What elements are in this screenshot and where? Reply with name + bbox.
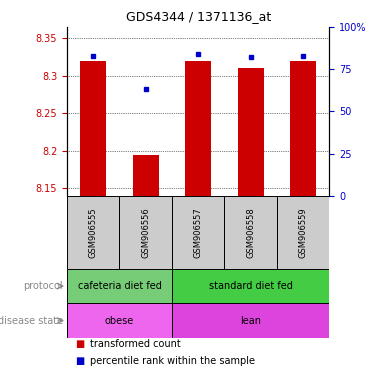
Bar: [172, 196, 224, 269]
Text: ■: ■: [75, 339, 84, 349]
Bar: [224, 196, 277, 269]
Text: obese: obese: [105, 316, 134, 326]
Bar: [172, 269, 329, 303]
Bar: [80, 61, 106, 196]
Text: standard diet fed: standard diet fed: [209, 281, 293, 291]
Bar: [185, 61, 211, 196]
Bar: [277, 196, 329, 269]
Text: protocol: protocol: [24, 281, 63, 291]
Bar: [290, 61, 316, 196]
Text: ■: ■: [75, 356, 84, 366]
Text: transformed count: transformed count: [90, 339, 181, 349]
Text: lean: lean: [240, 316, 261, 326]
Bar: [237, 68, 264, 196]
Bar: [67, 196, 119, 269]
Bar: [172, 303, 329, 338]
Text: percentile rank within the sample: percentile rank within the sample: [90, 356, 255, 366]
Bar: [67, 303, 172, 338]
Text: cafeteria diet fed: cafeteria diet fed: [78, 281, 161, 291]
Text: disease state: disease state: [0, 316, 63, 326]
Text: GSM906557: GSM906557: [194, 207, 203, 258]
Bar: [133, 154, 159, 196]
Title: GDS4344 / 1371136_at: GDS4344 / 1371136_at: [126, 10, 271, 23]
Text: GSM906558: GSM906558: [246, 207, 255, 258]
Text: GSM906555: GSM906555: [89, 207, 98, 258]
Text: GSM906556: GSM906556: [141, 207, 150, 258]
Text: GSM906559: GSM906559: [299, 207, 308, 258]
Bar: [67, 269, 172, 303]
Bar: [119, 196, 172, 269]
